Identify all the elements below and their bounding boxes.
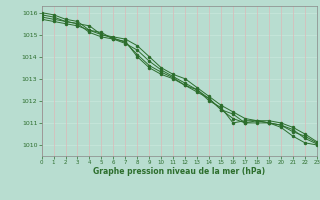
X-axis label: Graphe pression niveau de la mer (hPa): Graphe pression niveau de la mer (hPa)	[93, 167, 265, 176]
